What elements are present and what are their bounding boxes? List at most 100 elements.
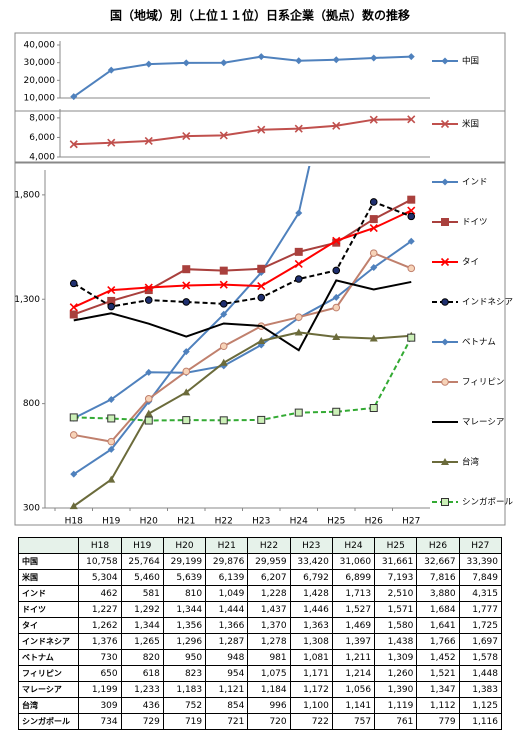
cell: 1,641 — [416, 617, 460, 634]
cell: 981 — [247, 649, 291, 666]
marker — [332, 236, 341, 245]
cell: 1,397 — [331, 633, 376, 650]
marker — [441, 57, 449, 65]
cell: 721 — [205, 713, 249, 730]
cell: 1,684 — [416, 601, 460, 618]
row-name: フィリピン — [17, 665, 80, 682]
cell: 618 — [120, 665, 164, 682]
cell: 1,469 — [331, 617, 376, 634]
cell: 29,959 — [247, 553, 291, 570]
cell: 1,580 — [374, 617, 418, 634]
x-tick-label: H26 — [365, 517, 383, 527]
y-tick-label: 6,000 — [29, 133, 55, 143]
marker — [441, 178, 449, 186]
marker — [107, 395, 115, 403]
marker — [144, 283, 153, 292]
y-tick-label: 800 — [23, 399, 40, 409]
series-line — [73, 55, 412, 98]
cell: 1,214 — [331, 665, 376, 682]
marker — [70, 93, 78, 101]
marker — [332, 407, 341, 416]
series-line — [73, 166, 311, 476]
marker — [220, 310, 228, 318]
table-row: インド 462 581 810 1,049 1,228 1,428 1,713 2,510 3,8… — [17, 585, 503, 602]
row-name: シンガポール — [17, 713, 80, 730]
cell: 1,287 — [205, 633, 249, 650]
row-name: マレーシア — [17, 681, 80, 698]
marker — [440, 257, 450, 267]
cell: 820 — [120, 649, 164, 666]
y-tick-label: 20,000 — [24, 76, 56, 86]
marker — [69, 413, 78, 422]
marker — [441, 298, 449, 306]
header-cell: H24 — [331, 537, 376, 554]
cell: 1,521 — [416, 665, 460, 682]
marker — [369, 224, 378, 233]
marker — [182, 367, 191, 376]
marker — [219, 300, 228, 308]
row-name: 台湾 — [17, 697, 80, 714]
cell: 3,880 — [416, 585, 460, 602]
marker — [441, 338, 449, 346]
marker — [144, 416, 153, 425]
series-line — [73, 251, 412, 443]
cell: 1,428 — [289, 585, 333, 602]
cell: 1,347 — [416, 681, 460, 698]
cell: 1,383 — [458, 681, 503, 698]
x-tick-label: H24 — [290, 517, 308, 527]
cell: 1,228 — [247, 585, 291, 602]
marker — [332, 333, 341, 341]
table-row: シンガポール 734 729 719 721 720 722 757 761 779 1,116 — [17, 713, 503, 730]
marker — [182, 388, 191, 396]
row-name: インドネシア — [17, 633, 80, 650]
cell: 1,075 — [247, 665, 291, 682]
marker — [441, 458, 449, 465]
marker — [107, 285, 116, 295]
marker — [144, 296, 153, 304]
cell: 720 — [247, 713, 291, 730]
marker — [294, 328, 303, 336]
x-tick-label: H19 — [102, 517, 120, 527]
cell: 1,344 — [162, 601, 207, 618]
cell: 32,667 — [416, 553, 460, 570]
cell: 1,183 — [162, 681, 207, 698]
x-tick-label: H20 — [140, 517, 158, 527]
cell: 1,119 — [374, 697, 418, 714]
cell: 1,571 — [374, 601, 418, 618]
marker — [257, 337, 266, 344]
cell: 1,363 — [289, 617, 333, 634]
x-tick-label: H21 — [177, 517, 195, 527]
cell: 854 — [205, 697, 249, 714]
cell: 6,792 — [289, 569, 333, 586]
legend-label: インド — [462, 178, 488, 188]
row-name: ドイツ — [17, 601, 80, 618]
marker — [257, 53, 265, 61]
marker — [369, 249, 378, 257]
y-tick-label: 30,000 — [24, 58, 56, 68]
legend-label: ドイツ — [462, 218, 488, 228]
marker — [294, 313, 303, 322]
marker — [69, 310, 78, 319]
y-tick-label: 1,800 — [14, 190, 40, 200]
panel-frame — [14, 162, 506, 526]
cell: 730 — [78, 649, 122, 666]
marker — [257, 293, 266, 302]
marker — [332, 266, 341, 275]
marker — [441, 218, 449, 226]
cell: 1,199 — [78, 681, 122, 698]
cell: 29,199 — [162, 553, 207, 570]
cell: 1,725 — [458, 617, 503, 634]
cell: 948 — [205, 649, 249, 666]
legend-label: 台湾 — [462, 457, 480, 468]
cell: 309 — [78, 697, 122, 714]
cell: 462 — [78, 585, 122, 602]
legend-label: 米国 — [462, 119, 479, 130]
cell: 1,292 — [120, 601, 164, 618]
cell: 757 — [331, 713, 376, 730]
cell: 5,460 — [120, 569, 164, 586]
x-tick-label: H23 — [252, 517, 270, 527]
marker — [370, 54, 378, 62]
x-tick-label: H22 — [215, 517, 233, 527]
row-name: 米国 — [17, 569, 80, 586]
